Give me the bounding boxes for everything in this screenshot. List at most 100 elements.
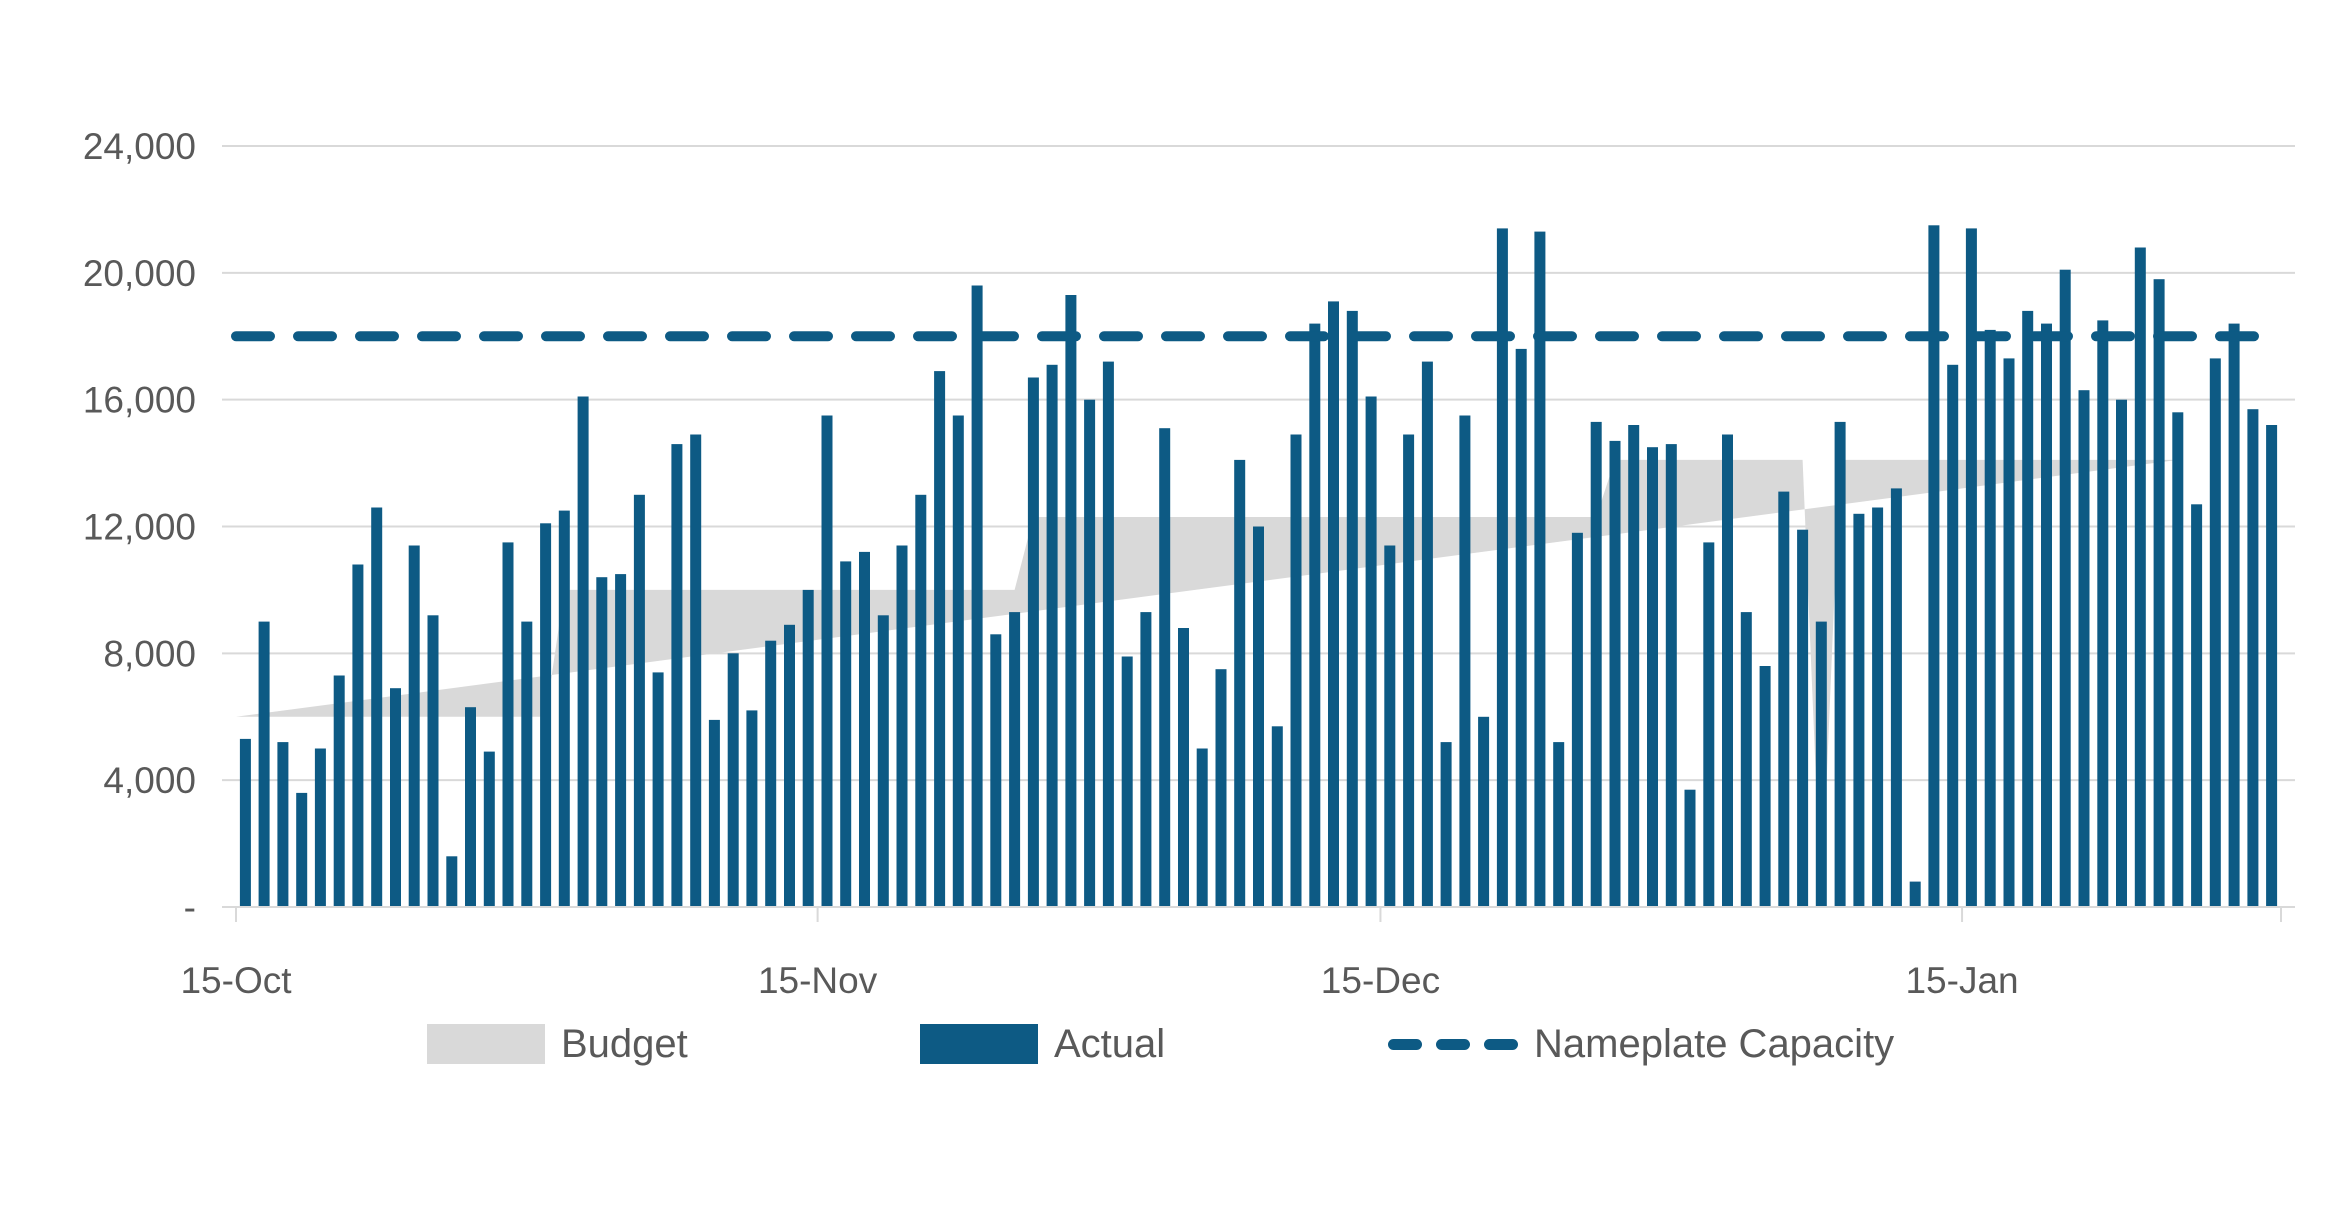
actual-bar — [1965, 228, 1977, 907]
y-tick-label: 16,000 — [83, 380, 196, 421]
y-tick-label: 20,000 — [83, 253, 196, 294]
actual-bar — [708, 719, 720, 907]
actual-bar — [1140, 612, 1152, 907]
x-tick-label: 15-Oct — [180, 960, 292, 1001]
actual-bar — [1834, 421, 1846, 907]
x-tick-label: 15-Jan — [1905, 960, 2018, 1001]
actual-bar — [1159, 428, 1171, 907]
actual-bar — [1534, 231, 1546, 908]
actual-bar — [727, 653, 739, 907]
actual-bar — [2209, 358, 2221, 907]
actual-bar — [671, 444, 683, 907]
actual-bar — [596, 577, 608, 907]
actual-bar — [483, 751, 495, 907]
actual-bar — [2266, 425, 2278, 907]
actual-bar — [877, 615, 889, 907]
actual-bar — [1703, 542, 1715, 907]
actual-bar — [352, 564, 364, 907]
actual-bar — [1440, 742, 1452, 907]
actual-bar — [746, 710, 758, 907]
y-tick-label: 8,000 — [103, 633, 196, 674]
actual-bar — [1009, 612, 1021, 907]
budget-swatch-icon — [427, 1024, 545, 1064]
actual-bar — [1421, 361, 1433, 908]
actual-bar — [2041, 323, 2052, 908]
actual-bar — [1459, 415, 1471, 907]
actual-bar — [1271, 726, 1283, 907]
actual-bar — [784, 624, 795, 907]
actual-bar — [1234, 459, 1246, 907]
actual-bar — [296, 792, 308, 907]
actual-bar — [2097, 320, 2109, 907]
actual-bar — [1590, 421, 1602, 907]
actual-bar — [1647, 447, 1658, 907]
legend: Budget Actual Nameplate Capacity — [0, 1018, 2331, 1078]
actual-bar — [765, 640, 777, 907]
actual-bar — [1628, 425, 1640, 907]
actual-bar — [558, 510, 570, 907]
actual-bar — [1553, 742, 1565, 907]
actual-bar — [1178, 628, 1189, 907]
budget-area — [236, 459, 2178, 907]
actual-bar — [1571, 532, 1583, 907]
actual-bar — [371, 507, 383, 907]
actual-swatch-icon — [920, 1024, 1038, 1064]
actual-bar — [1778, 491, 1790, 907]
actual-bar — [333, 675, 345, 907]
actual-bar — [615, 574, 627, 907]
actual-bar — [1515, 348, 1527, 907]
actual-bar — [1797, 529, 1809, 907]
actual-bar — [2191, 504, 2203, 907]
actual-bar — [1403, 434, 1415, 907]
actual-bar — [1890, 488, 1902, 907]
actual-bar — [971, 285, 983, 907]
actual-bar — [2022, 310, 2034, 907]
actual-bar — [390, 688, 401, 907]
actual-bar — [1027, 377, 1039, 907]
actual-bar — [990, 634, 1002, 907]
x-tick-label: 15-Dec — [1321, 960, 1440, 1001]
actual-bar — [1346, 310, 1358, 907]
actual-bar — [1815, 621, 1827, 907]
legend-item-budget: Budget — [427, 1018, 688, 1070]
legend-item-actual: Actual — [920, 1018, 1165, 1070]
actual-bar — [1740, 612, 1752, 907]
actual-bar — [2116, 399, 2127, 907]
actual-bar — [1909, 881, 1921, 907]
actual-bar — [1722, 434, 1733, 907]
legend-actual-label: Actual — [1054, 1021, 1166, 1066]
actual-bar — [408, 545, 420, 907]
actual-bar — [277, 742, 289, 907]
actual-bar — [2172, 412, 2184, 907]
actual-bar — [1365, 396, 1377, 907]
actual-bar — [952, 415, 964, 907]
actual-bar — [258, 621, 270, 907]
actual-bar — [934, 371, 946, 908]
actual-bar — [502, 542, 514, 907]
actual-bar — [896, 545, 908, 907]
actual-bar — [2247, 409, 2259, 907]
actual-bar — [1102, 361, 1114, 908]
actual-bar — [1084, 399, 1096, 907]
actual-bar — [465, 707, 476, 907]
x-tick-label: 15-Nov — [758, 960, 878, 1001]
actual-bar — [1384, 545, 1396, 907]
actual-bar — [859, 551, 870, 907]
actual-bar — [1121, 656, 1133, 907]
actual-bar — [1309, 323, 1321, 908]
actual-bar — [2003, 358, 2015, 907]
actual-bar — [1984, 329, 1996, 907]
actual-bar — [1947, 364, 1959, 907]
actual-bar — [239, 738, 251, 907]
actual-bar — [577, 396, 589, 907]
actual-bar — [690, 434, 702, 907]
actual-bar — [1290, 434, 1302, 907]
dashed-line-swatch-icon — [1388, 1038, 1518, 1050]
actual-bar — [1872, 507, 1884, 907]
actual-bar — [1328, 301, 1339, 907]
y-tick-label: - — [184, 887, 196, 928]
actual-bar — [1496, 228, 1508, 907]
actual-bar — [2059, 269, 2071, 907]
actual-bar — [1215, 669, 1227, 907]
